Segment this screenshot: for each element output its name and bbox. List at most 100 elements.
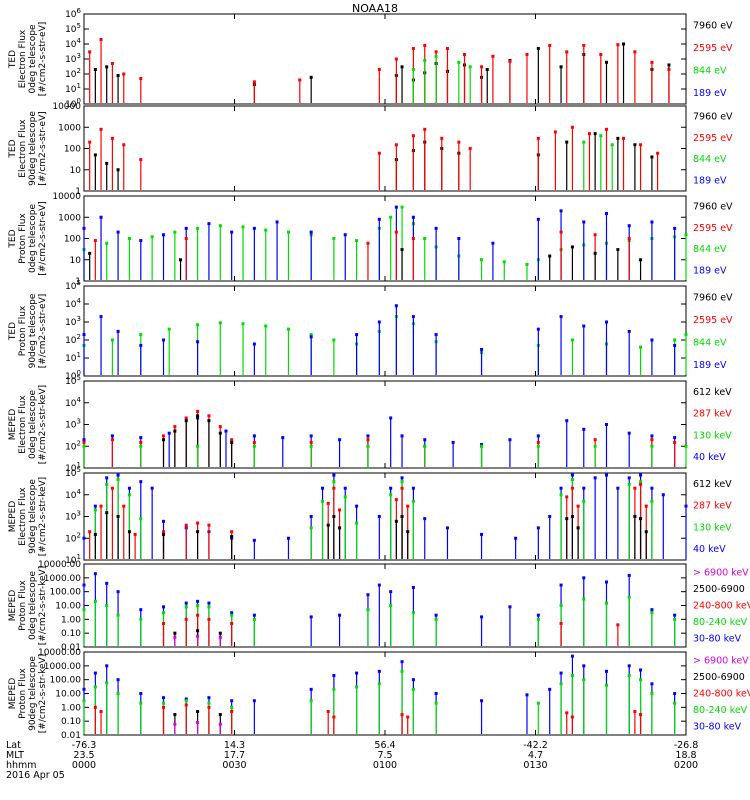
y-axis-label: [#/cm2-s-str-eV] xyxy=(38,22,48,97)
data-point xyxy=(650,499,654,503)
data-point xyxy=(394,143,398,147)
data-point xyxy=(116,590,120,594)
data-point xyxy=(639,482,643,486)
data-point xyxy=(406,715,410,719)
data-point xyxy=(559,621,563,625)
data-point xyxy=(252,226,256,230)
y-tick-label: 0.10 xyxy=(61,717,81,727)
y-axis-label: 0deg telescope xyxy=(28,204,38,274)
data-point xyxy=(230,613,234,617)
data-point xyxy=(570,473,574,477)
data-point xyxy=(139,517,143,521)
data-point xyxy=(139,440,143,444)
data-point xyxy=(309,444,313,448)
data-point xyxy=(173,429,177,433)
data-point xyxy=(411,611,415,615)
data-point xyxy=(230,705,234,709)
data-point xyxy=(411,67,415,71)
panel-2: 1 10 100 1000 10000 TED Electron Flux 90deg tel… xyxy=(8,102,733,197)
data-point xyxy=(673,338,677,342)
data-point xyxy=(570,654,574,658)
data-point xyxy=(241,322,245,326)
data-point xyxy=(468,147,472,150)
series-green xyxy=(93,478,654,559)
y-tick-label: 0.01 xyxy=(61,643,81,653)
data-point xyxy=(565,419,569,423)
data-point xyxy=(281,436,285,440)
data-point xyxy=(116,329,120,333)
data-point xyxy=(610,143,614,147)
data-point xyxy=(633,486,637,490)
data-point xyxy=(656,151,660,155)
data-point xyxy=(110,338,114,342)
data-point xyxy=(252,617,256,621)
data-point xyxy=(411,586,415,590)
data-point xyxy=(139,617,143,621)
data-point xyxy=(93,504,97,508)
data-point xyxy=(139,692,143,695)
legend-entry: 612 keV xyxy=(693,479,732,490)
data-point xyxy=(127,237,131,240)
data-point xyxy=(639,473,643,477)
data-point xyxy=(570,715,574,719)
data-point xyxy=(400,486,404,490)
legend-entry: 2595 eV xyxy=(693,43,733,54)
data-point xyxy=(627,664,631,668)
series-red xyxy=(93,703,643,734)
y-tick-label: 102 xyxy=(65,531,81,544)
data-point xyxy=(548,515,552,518)
data-point xyxy=(196,521,200,525)
data-point xyxy=(604,60,608,64)
data-point xyxy=(593,476,597,480)
data-point xyxy=(377,583,381,587)
data-point xyxy=(604,669,608,673)
data-point xyxy=(457,237,461,240)
data-point xyxy=(400,669,404,673)
data-point xyxy=(184,617,188,621)
series-red xyxy=(88,125,660,190)
data-point xyxy=(559,682,563,686)
data-point xyxy=(116,678,120,682)
data-point xyxy=(230,535,234,539)
data-point xyxy=(627,431,631,435)
series-blue xyxy=(82,304,677,375)
data-point xyxy=(366,434,370,438)
data-point xyxy=(536,217,540,221)
panel-7: 0.01 0.10 1.00 10.00 100.00 1000.00 10000.00 ME… xyxy=(8,560,750,653)
y-tick-label: 1 xyxy=(75,187,81,197)
data-point xyxy=(173,635,177,639)
data-point xyxy=(167,431,171,435)
data-point xyxy=(604,580,608,584)
data-point xyxy=(536,440,540,444)
data-point xyxy=(604,683,608,687)
data-point xyxy=(93,705,97,709)
data-point xyxy=(570,245,574,249)
data-point xyxy=(604,601,608,605)
data-point xyxy=(508,438,512,442)
y-axis-label: 0deg telescope xyxy=(28,390,38,460)
data-point xyxy=(377,67,381,71)
data-point xyxy=(616,43,620,47)
data-point xyxy=(377,669,381,673)
data-point xyxy=(252,538,256,542)
data-point xyxy=(411,486,415,490)
data-point xyxy=(491,54,495,58)
y-tick-label: 100.00 xyxy=(50,588,82,598)
data-point xyxy=(309,335,313,339)
data-point xyxy=(162,438,166,442)
series-green xyxy=(582,134,614,190)
data-point xyxy=(184,237,188,240)
data-point xyxy=(309,515,313,518)
tick-hhmm: 0200 xyxy=(674,760,698,771)
data-point xyxy=(394,304,398,308)
y-axis-label: 90deg telescope xyxy=(28,293,38,368)
panel-8: 0.01 0.10 1.00 10.00 100.00 1000.00 10000.00 ME… xyxy=(8,648,750,741)
data-point xyxy=(355,521,359,525)
legend-entry: 80-240 keV xyxy=(693,705,748,716)
y-axis-label: 90deg telescope xyxy=(28,111,38,186)
data-point xyxy=(139,444,143,448)
data-point xyxy=(332,687,336,691)
data-point xyxy=(139,333,143,337)
